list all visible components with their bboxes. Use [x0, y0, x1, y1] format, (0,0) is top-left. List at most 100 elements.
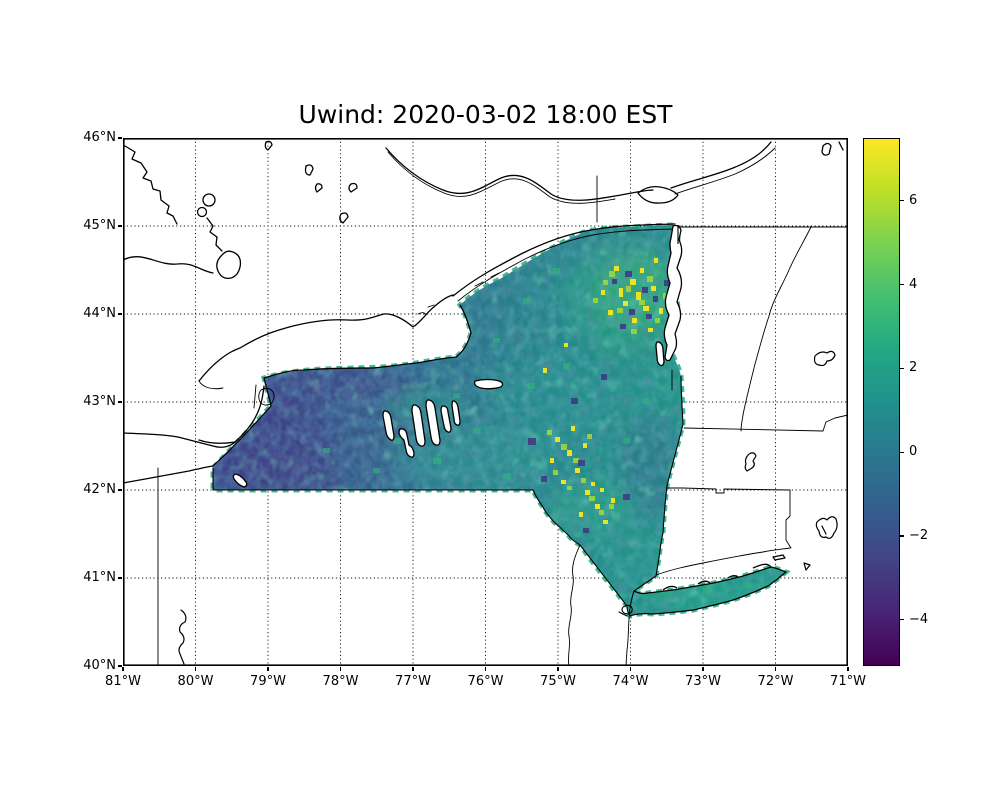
map-svg [122, 138, 849, 667]
nottawasaga-shore [122, 256, 214, 274]
chautauqua-lake [232, 473, 248, 488]
colorbar-tick-label: −4 [909, 611, 929, 627]
state-borders [157, 226, 849, 667]
y-tick-mark [118, 577, 122, 579]
y-tick-mark [118, 401, 122, 403]
small-lake [196, 206, 208, 218]
long-island-outline [629, 563, 787, 617]
y-tick-label: 43°N [83, 394, 116, 409]
nj-coast [625, 607, 631, 667]
y-tick-label: 46°N [83, 130, 116, 145]
x-tick-label: 81°W [105, 674, 141, 689]
x-tick-label: 74°W [612, 674, 649, 689]
x-tick-label: 75°W [540, 674, 576, 689]
ct-coast [655, 547, 791, 576]
canandaigua-lake [382, 410, 395, 441]
colorbar-tick-mark [900, 451, 904, 453]
lake-champlain [663, 224, 683, 362]
x-tick-mark [267, 667, 269, 671]
plot-title: Uwind: 2020-03-02 18:00 EST [298, 100, 673, 129]
small-canadian-lakes [264, 140, 358, 224]
x-tick-label: 76°W [467, 674, 504, 689]
ny-state-border [212, 225, 684, 617]
x-tick-mark [194, 667, 197, 671]
ma-ct-border [666, 487, 791, 494]
lake-winnipesaukee [813, 350, 836, 367]
ct-ri-border [785, 489, 792, 549]
x-tick-label: 73°W [685, 674, 721, 689]
owasco-lake [440, 405, 452, 433]
colorbar-tick-label: −2 [909, 528, 929, 544]
connecticut-river-vt-nh [740, 226, 812, 432]
y-tick-label: 41°N [83, 570, 116, 585]
narragansett-bay [815, 516, 838, 539]
y-tick-mark [118, 225, 122, 227]
x-tick-label: 72°W [757, 674, 794, 689]
lake-erie-north-shore [122, 432, 236, 448]
colorbar-tick-mark [900, 619, 904, 621]
y-tick-mark [118, 313, 122, 315]
hudson-harbor [618, 590, 635, 617]
keuka-lake [398, 428, 415, 458]
delaware-river-lower [567, 544, 581, 667]
basemap-coastlines [122, 140, 844, 484]
ma-north-border [683, 414, 849, 432]
colorbar-tick-mark [900, 284, 904, 286]
uwind-field [213, 225, 786, 616]
colorbar-tick-mark [900, 367, 904, 370]
colorbar-tick-label: 2 [909, 360, 918, 376]
colorbar-tick-label: 6 [909, 192, 918, 208]
y-tick-label: 42°N [83, 482, 116, 497]
colorbar-tick-label: 4 [909, 276, 918, 292]
grand-island [253, 384, 275, 409]
y-tick-label: 44°N [83, 306, 116, 321]
x-tick-label: 78°W [322, 674, 359, 689]
lake-ontario-north-shore [198, 294, 454, 382]
colorbar-tick-mark [900, 535, 904, 537]
lake-ontario-south-shore [263, 304, 472, 379]
y-tick-mark [118, 137, 122, 139]
st-lawrence-river [452, 223, 676, 297]
georgian-bay-shore [124, 145, 178, 225]
ohio-river [178, 609, 187, 665]
y-tick-mark [118, 665, 122, 667]
y-tick-label: 45°N [83, 218, 116, 233]
x-tick-label: 71°W [830, 674, 866, 689]
montreal-islands [637, 185, 679, 204]
x-tick-mark [557, 667, 559, 671]
colorbar [863, 138, 900, 666]
lake-couchiching [202, 193, 216, 207]
y-tick-label: 40°N [83, 658, 116, 673]
x-tick-mark [412, 667, 414, 671]
top-right-squiggle [821, 141, 844, 156]
oneida-lake [473, 378, 504, 390]
quabbin-reservoir [744, 452, 757, 472]
x-tick-mark [702, 667, 704, 671]
cayuga-lake [425, 399, 441, 446]
x-tick-label: 80°W [177, 674, 214, 689]
colorbar-tick-label: 0 [909, 444, 918, 460]
lake-simcoe [216, 250, 242, 279]
x-tick-mark [847, 667, 849, 671]
x-tick-mark [339, 667, 342, 671]
map-plot-area [122, 138, 849, 667]
fishers-island [772, 554, 786, 561]
x-tick-mark [122, 667, 124, 671]
ottawa-river [385, 147, 654, 201]
plot-frame [123, 138, 849, 667]
y-tick-mark [118, 489, 122, 491]
lake-george [655, 341, 665, 367]
ny-erie-shore [212, 377, 272, 467]
block-island [803, 562, 811, 571]
colorbar-tick-mark [900, 200, 904, 202]
x-tick-label: 79°W [250, 674, 286, 689]
interior-lakes [232, 224, 683, 488]
skaneateles-lake [451, 400, 461, 426]
x-tick-mark [774, 667, 777, 671]
x-tick-mark [629, 667, 632, 671]
x-tick-mark [484, 667, 487, 671]
lake-erie-south-shore [122, 465, 214, 484]
dark-speckles [528, 271, 669, 533]
x-tick-label: 77°W [395, 674, 431, 689]
